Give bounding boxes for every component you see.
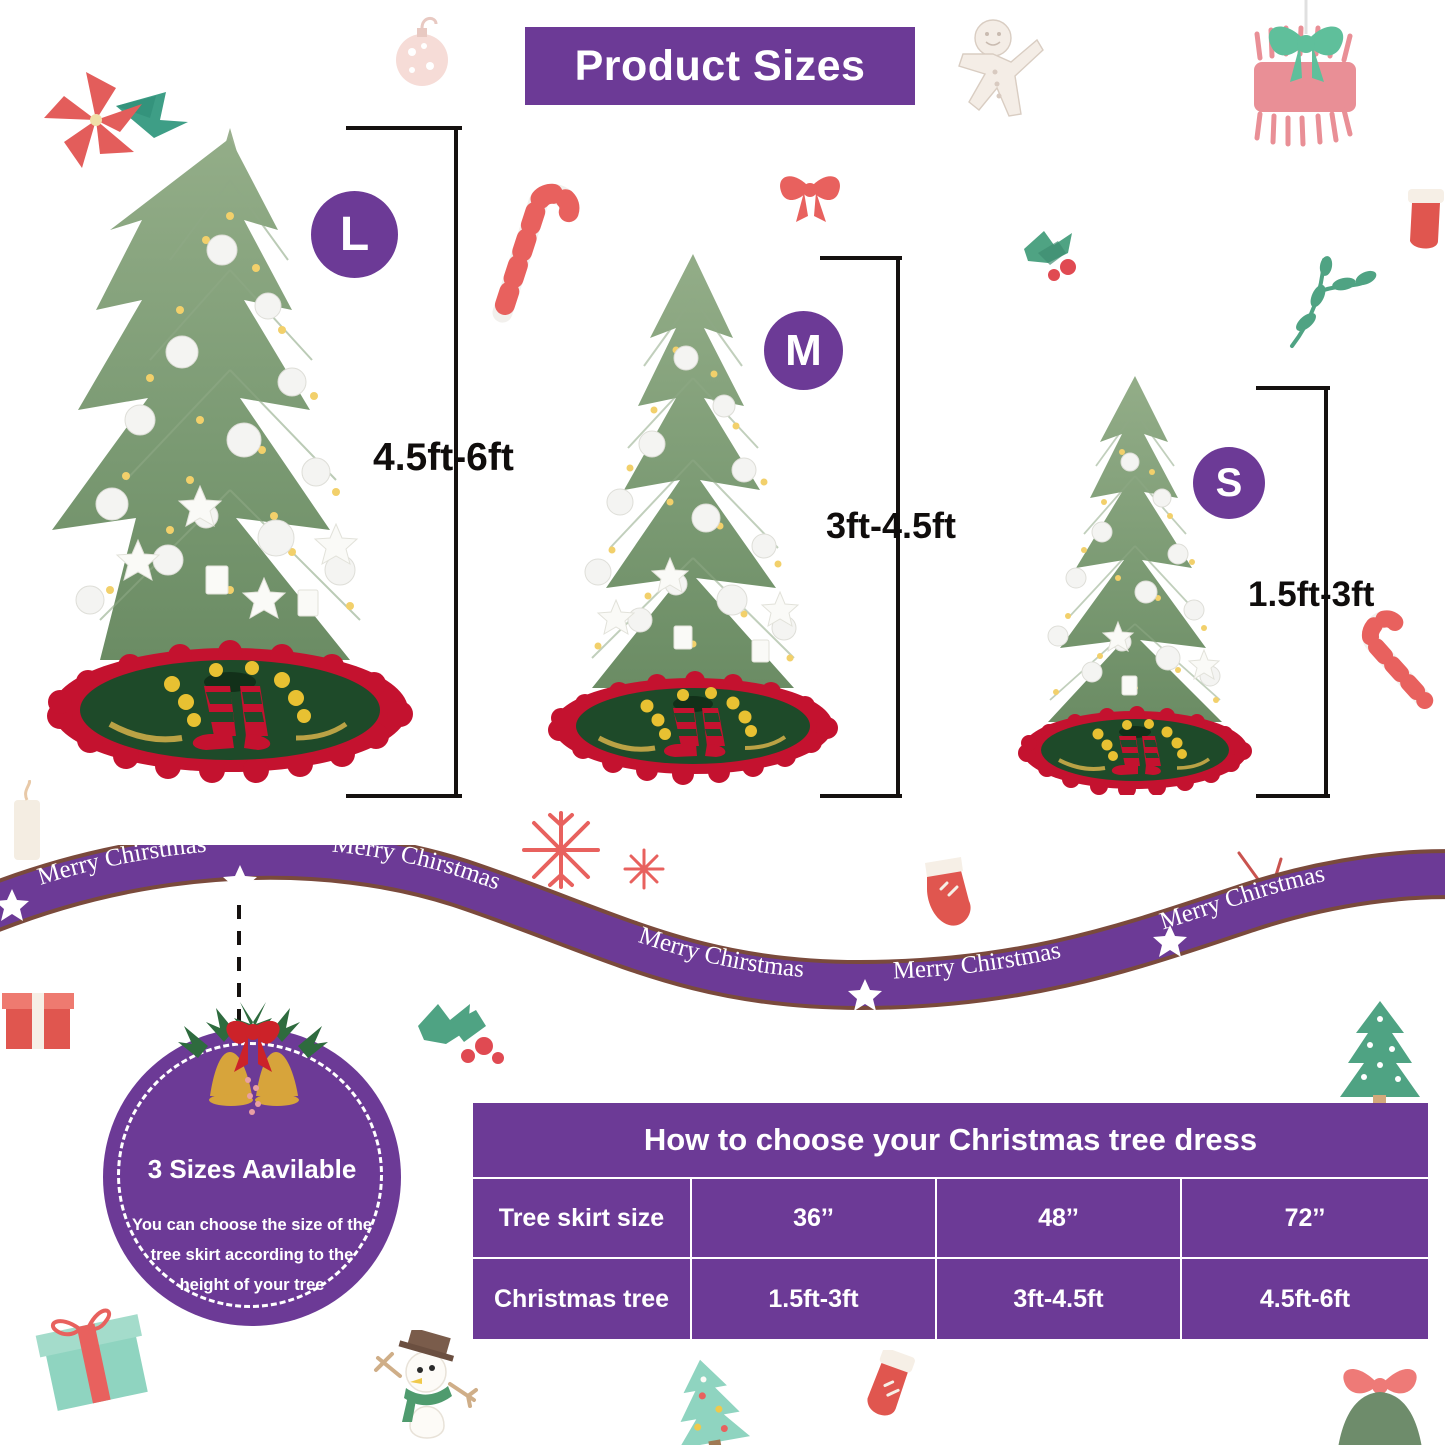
table-row-header-skirt-size: Tree skirt size [473,1179,692,1259]
size-chart-grid: Tree skirt size 36’’ 48’’ 72’’ Christmas… [473,1179,1428,1339]
sizes-available-badge: 3 Sizes Aavilable You can choose the siz… [103,1028,401,1326]
merry-christmas-ribbon: Merry Chirstmas Merry Chirstmas Merry Ch… [0,845,1445,1011]
size-badge-large-text: L [339,208,370,261]
snowflake-icon [623,848,665,890]
table-row-header-christmas-tree: Christmas tree [473,1259,692,1339]
holly-icon [418,1004,504,1064]
snowman-icon [374,1330,478,1439]
table-cell-skirt-72: 72’’ [1182,1179,1428,1259]
size-badge-small-text: S [1215,460,1243,505]
size-badge-large: L [311,191,398,278]
holly-icon [1024,231,1076,281]
candle-icon [14,780,40,860]
christmas-tree-large [47,128,413,783]
mistletoe-icon [1290,256,1377,348]
snowflake-icon [522,811,600,889]
hanging-ornament-icon [1254,0,1356,147]
candy-cane-icon [492,183,580,323]
red-bow-icon [780,176,840,222]
measure-label-medium: 3ft-4.5ft [826,505,957,546]
page-title: Product Sizes [525,27,915,105]
gift-box-icon [35,1308,148,1411]
christmas-tree-medium [548,254,838,785]
sizes-available-title: 3 Sizes Aavilable [147,1154,357,1184]
table-cell-tree-small: 1.5ft-3ft [692,1259,937,1339]
candy-cane-icon [1362,610,1434,709]
ornament-icon [396,17,448,86]
table-cell-tree-large: 4.5ft-6ft [1259,1284,1351,1313]
christmas-tree-icon [679,1359,751,1445]
page-title-text: Product Sizes [574,41,866,90]
table-cell-skirt-48: 48’’ [937,1179,1182,1259]
stocking-icon [925,857,971,926]
sizes-available-body: You can choose the size of the tree skir… [121,1210,383,1300]
bell-icon [1338,1369,1422,1445]
size-badge-medium-text: M [785,325,822,375]
gingerbread-man-icon [958,19,1044,117]
measure-bracket-medium [820,256,902,798]
size-chart-heading-text: How to choose your Christmas tree dress [643,1122,1258,1157]
stocking-icon [867,1350,915,1416]
poinsettia-icon [44,72,188,168]
sizes-available-line2: tree skirt according to the [150,1246,354,1264]
measure-label-small: 1.5ft-3ft [1248,575,1375,614]
christmas-tree-small [1018,376,1252,795]
measure-bracket-small [1256,386,1330,798]
sizes-available-line3: height of your tree [179,1276,325,1294]
measure-bracket-large [346,126,462,798]
stocking-icon [1408,189,1444,249]
size-badge-small: S [1193,447,1265,519]
size-badge-medium: M [764,311,843,390]
size-chart-table: How to choose your Christmas tree dress … [473,1103,1428,1339]
dashed-ring [117,1042,383,1308]
bells-bow-icon [178,1002,328,1115]
table-cell-skirt-36: 36’’ [692,1179,937,1259]
dashed-connector [237,905,241,1031]
sizes-available-line1: You can choose the size of the [132,1216,372,1234]
size-chart-heading: How to choose your Christmas tree dress [473,1103,1428,1177]
gift-box-icon [2,993,74,1049]
measure-label-large: 4.5ft-6ft [373,436,514,479]
star-icon [0,865,1187,1011]
table-cell-tree-medium: 3ft-4.5ft [937,1259,1182,1339]
